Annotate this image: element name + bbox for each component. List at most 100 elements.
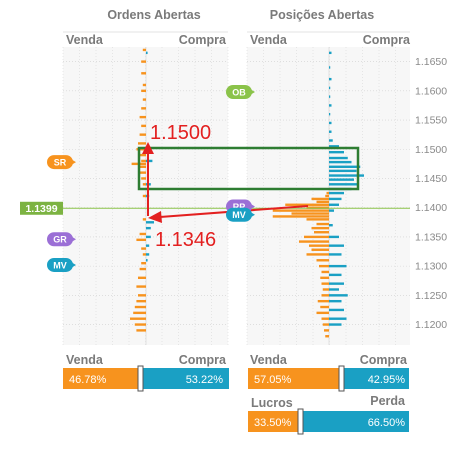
sell-bar [272,209,329,212]
ordens-bars [130,48,154,332]
posicoes-venda-pct: 57.05% [254,374,292,386]
buy-bar [329,51,332,55]
sell-bar [311,248,329,251]
marker-ob-icon[interactable]: OB [226,84,255,99]
sell-bar [139,171,146,174]
buy-bar [329,273,342,277]
sell-bar [285,203,329,206]
buy-bar [329,323,342,326]
perda-label: Perda [370,394,406,408]
sell-bar [325,335,329,338]
ordens-summary-compra-label: Compra [179,353,227,367]
buy-bar [329,299,342,303]
sell-bar [142,253,146,256]
buy-bar [329,191,344,195]
buy-bar [329,244,344,247]
buy-bar [146,235,151,239]
lower-arrow-head [148,211,162,223]
current-price-tag [20,201,63,215]
svg-text:MV: MV [232,210,246,220]
ordens-compra-pct: 53.22% [186,374,224,386]
buy-bar [329,308,344,312]
marker-mv-icon[interactable]: MV [47,257,76,272]
sell-bar [304,235,329,239]
sell-bar [306,218,329,221]
sell-bar [139,115,146,119]
sell-bar [136,329,146,332]
ordens-summary: Venda Compra 46.78% 53.22% [63,353,229,392]
y-tick-label: 1.1400 [415,202,447,214]
buy-bar [329,121,332,125]
sell-bar [314,231,329,234]
svg-text:MV: MV [53,260,67,270]
buy-bar [329,139,333,142]
sell-bar [317,299,329,303]
sell-bar [141,177,146,180]
sell-bar [299,240,329,243]
sell-bar [141,159,146,163]
buy-bar [329,112,331,116]
buy-bar [329,165,361,168]
sell-bar [142,48,146,52]
posicoes-abertas-header: Posições Abertas [270,8,374,22]
sell-bar [142,83,146,87]
sell-bar [141,261,146,265]
buy-bar [329,95,331,98]
sell-bar [141,107,146,110]
sell-bar [134,323,146,326]
sell-bar [138,276,146,280]
buy-bar [329,235,339,239]
posicoes-venda-label: Venda [250,33,288,47]
sell-bar [142,98,146,101]
buy-bar [329,288,339,291]
buy-bar [329,130,332,133]
ordens-abertas-header: Ordens Abertas [107,8,200,22]
sell-bar [136,285,146,288]
sell-bar [306,253,329,256]
marker-mv-icon[interactable]: MV [226,207,255,222]
buy-bar [329,183,359,186]
y-tick-label: 1.1650 [415,56,447,68]
sell-bar [316,259,329,262]
resistance-box [137,146,360,191]
sell-bar [134,305,146,309]
buy-bar [329,174,364,177]
y-tick-label: 1.1250 [415,290,447,302]
buy-bar [329,156,348,160]
svg-text:OB: OB [232,87,246,97]
buy-bar [329,203,339,206]
marker-sr-icon[interactable]: SR [47,155,76,170]
svg-text:GR: GR [53,235,67,245]
buy-bar [329,282,344,285]
ordens-compra-label: Compra [179,33,227,47]
perda-pct: 66.50% [368,417,406,429]
y-tick-label: 1.1600 [415,85,447,97]
sell-bar [325,194,329,198]
sell-bar [136,299,146,303]
buy-bar [146,259,148,262]
sell-bar [306,206,329,209]
buy-bar [146,51,148,55]
buy-bar [146,244,150,247]
sell-bar [321,270,329,274]
y-tick-label: 1.1200 [415,319,447,331]
sell-bar [138,165,146,168]
marker-gr-icon[interactable]: GR [47,232,76,247]
sell-bar [136,238,146,242]
sell-bar [139,267,146,271]
sell-bar [130,317,146,320]
sell-bar [142,183,146,186]
buy-bar [146,253,150,256]
buy-bar [329,169,357,173]
sell-bar [326,191,329,195]
sell-bar [322,323,329,326]
y-tick-label: 1.1350 [415,231,447,243]
sell-bar [141,247,146,250]
sell-bar [320,305,329,309]
buy-bar [329,145,339,148]
buy-bar [329,178,354,181]
buy-bar [329,264,347,268]
buy-bar [329,209,334,212]
